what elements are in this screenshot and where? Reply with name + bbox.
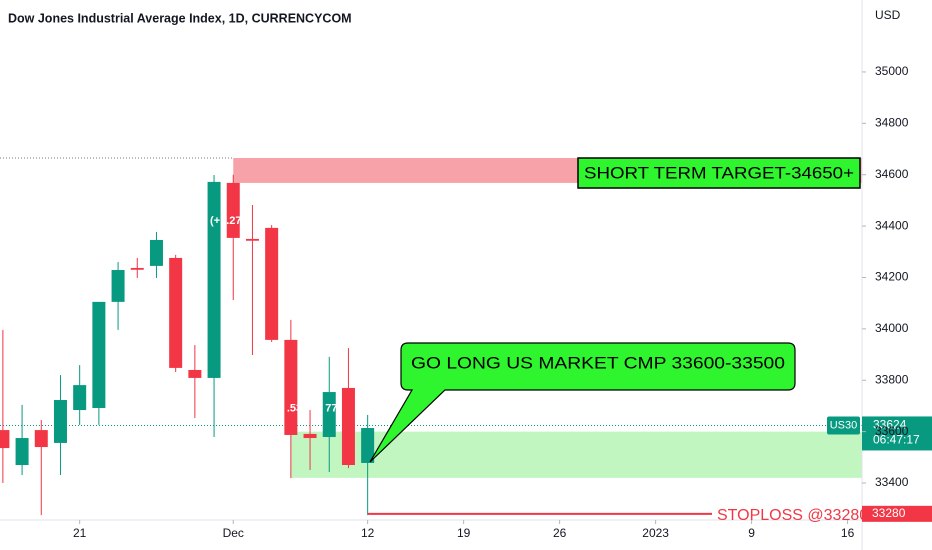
x-tick-label: 19 bbox=[457, 526, 471, 540]
target-label: SHORT TERM TARGET-34650+ bbox=[584, 163, 854, 182]
y-tick-label: 33600 bbox=[875, 424, 909, 438]
y-tick-label: 34600 bbox=[875, 167, 909, 181]
candle-body bbox=[284, 339, 298, 435]
candle-body bbox=[265, 227, 279, 340]
chart-title: Dow Jones Industrial Average Index, 1D, … bbox=[8, 11, 352, 25]
candle-label: 77 bbox=[325, 402, 337, 414]
candle-body bbox=[34, 430, 48, 448]
candle-label: .53 bbox=[287, 402, 302, 414]
candle-body bbox=[207, 181, 221, 378]
x-tick-label: 21 bbox=[73, 526, 87, 540]
last-price: 33624 bbox=[873, 418, 907, 432]
stoploss-price: 33280 bbox=[872, 506, 906, 520]
plot bbox=[0, 174, 375, 516]
candle-body bbox=[130, 267, 144, 270]
candle-label: (+1.27 bbox=[210, 215, 242, 227]
candle-body bbox=[149, 239, 163, 266]
entry-callout bbox=[369, 342, 796, 463]
candle-body bbox=[169, 257, 183, 368]
x-tick-label: 9 bbox=[748, 526, 755, 540]
candle-body bbox=[0, 430, 10, 449]
candle-body bbox=[111, 270, 125, 302]
y-tick-label: 33800 bbox=[875, 372, 909, 386]
candle-body bbox=[188, 369, 202, 378]
candle-body bbox=[73, 385, 87, 411]
candle-body bbox=[361, 428, 375, 463]
y-tick-label: 35000 bbox=[875, 64, 909, 78]
x-tick-label: 26 bbox=[553, 526, 567, 540]
candle-body bbox=[322, 392, 336, 438]
candle-body bbox=[15, 438, 29, 466]
annotations: STOPLOSS @33280 33280 SHORT TERM TARGET-34… bbox=[210, 157, 932, 524]
y-tick-label: 34400 bbox=[875, 218, 909, 232]
x-tick-label: 16 bbox=[841, 526, 855, 540]
target-box bbox=[577, 157, 861, 189]
x-tick-label: 2023 bbox=[642, 526, 669, 540]
stoploss-label: STOPLOSS @33280 bbox=[717, 507, 868, 524]
currency: USD bbox=[875, 8, 901, 22]
y-tick-label: 34200 bbox=[875, 270, 909, 284]
candle-body bbox=[303, 433, 317, 439]
candle-body bbox=[245, 238, 259, 241]
candle-body bbox=[92, 301, 106, 408]
x-tick-label: Dec bbox=[223, 526, 244, 540]
entry-label: GO LONG US MARKET CMP 33600-33500 bbox=[411, 353, 785, 372]
symbol-label: US30 bbox=[830, 419, 858, 431]
y-tick-label: 34000 bbox=[875, 321, 909, 335]
candle-body bbox=[226, 182, 240, 238]
candle-body bbox=[53, 400, 67, 443]
price-box bbox=[862, 416, 932, 451]
stoploss-price-box bbox=[862, 505, 932, 522]
candle-body bbox=[341, 387, 355, 466]
y-tick-label: 34800 bbox=[875, 115, 909, 129]
y-tick-label: 33400 bbox=[875, 475, 909, 489]
countdown: 06:47:17 bbox=[873, 433, 920, 447]
symbol-box bbox=[827, 416, 860, 435]
x-tick-label: 12 bbox=[361, 526, 375, 540]
